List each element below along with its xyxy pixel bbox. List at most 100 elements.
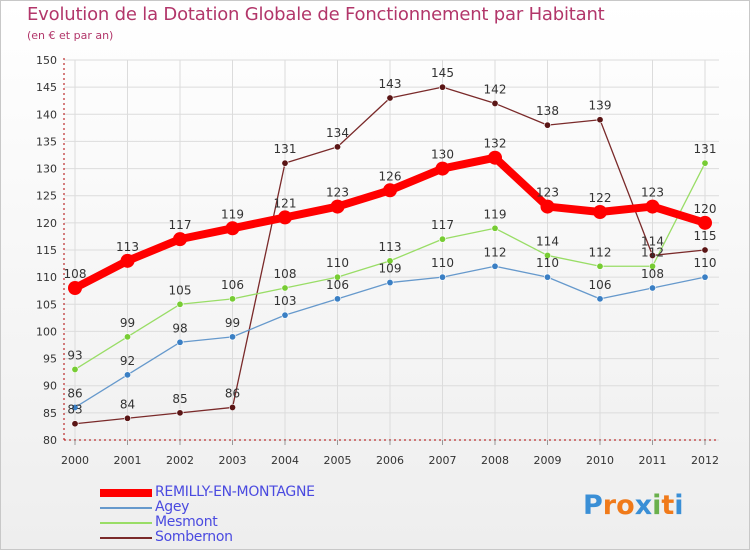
x-tick-label: 2011 — [639, 454, 667, 467]
x-tick-label: 2001 — [114, 454, 142, 467]
series-sombernon-point — [596, 116, 604, 124]
series-remilly-point — [173, 232, 187, 247]
logo-letter: x — [634, 490, 653, 521]
legend-label-sombernon: Sombernon — [155, 529, 233, 545]
x-tick-label: 2000 — [61, 454, 89, 467]
series-mesmont-point — [701, 159, 709, 167]
series-sombernon-data-label: 84 — [120, 397, 135, 411]
series-mesmont-data-label: 117 — [431, 218, 454, 232]
series-mesmont-point — [124, 333, 132, 341]
legend-swatch-mesmont — [100, 522, 152, 524]
legend-swatch-agey — [100, 507, 152, 509]
series-remilly-point — [698, 215, 712, 230]
series-agey-data-label: 109 — [379, 262, 402, 276]
series-remilly-point — [488, 150, 502, 165]
proxiti-logo: Proxiti — [583, 490, 684, 521]
series-sombernon-data-label: 134 — [326, 126, 349, 140]
x-tick-label: 2005 — [324, 454, 352, 467]
series-remilly-data-label: 123 — [326, 186, 349, 200]
series-sombernon-data-label: 131 — [274, 142, 297, 156]
series-agey-point — [438, 273, 446, 281]
series-mesmont-data-label: 119 — [484, 207, 507, 221]
series-remilly-point — [593, 205, 607, 219]
series-sombernon-data-label: 138 — [536, 104, 559, 118]
series-remilly-data-label: 122 — [589, 191, 612, 205]
series-sombernon-point — [176, 409, 184, 417]
series-mesmont-point — [176, 300, 184, 308]
series-agey-data-label: 92 — [120, 354, 135, 368]
series-remilly-data-label: 123 — [536, 186, 559, 200]
y-tick-label: 105 — [36, 298, 57, 311]
series-mesmont-data-label: 112 — [589, 245, 612, 259]
legend-label-mesmont: Mesmont — [155, 514, 218, 530]
series-agey-data-label: 112 — [484, 245, 507, 259]
series-sombernon-point — [386, 94, 394, 102]
series-agey-point — [229, 333, 237, 341]
series-agey-point — [491, 262, 499, 270]
series-remilly-point — [225, 221, 240, 236]
series-agey-point — [386, 279, 394, 287]
x-tick-label: 2009 — [534, 454, 562, 467]
x-tick-label: 2008 — [481, 454, 509, 467]
series-mesmont-data-label: 105 — [169, 283, 192, 297]
series-mesmont-point — [438, 235, 446, 243]
series-remilly-data-label: 119 — [221, 207, 244, 221]
series-remilly-point — [278, 210, 292, 225]
series-agey-data-label: 103 — [274, 294, 297, 308]
series-sombernon-point — [124, 414, 132, 422]
series-mesmont-point — [491, 224, 499, 232]
series-remilly-point — [68, 281, 82, 295]
series-remilly-data-label: 121 — [274, 196, 297, 210]
series-remilly-point — [435, 161, 450, 176]
series-agey-point — [124, 371, 132, 379]
series-sombernon-point — [438, 83, 446, 91]
series-mesmont-data-label: 114 — [536, 234, 559, 248]
series-sombernon-point — [543, 121, 551, 129]
series-remilly-data-label: 117 — [169, 218, 192, 232]
series-mesmont-data-label: 99 — [120, 316, 135, 330]
series-remilly-data-label: 132 — [484, 137, 507, 151]
x-tick-label: 2012 — [691, 454, 719, 467]
y-tick-label: 130 — [36, 163, 57, 176]
series-remilly-data-label: 108 — [64, 267, 87, 281]
legend-label-remilly: REMILLY-EN-MONTAGNE — [155, 484, 315, 500]
series-remilly-point — [540, 199, 555, 214]
series-agey-point — [701, 273, 709, 281]
series-agey-point — [596, 295, 604, 303]
series-agey-point — [648, 284, 656, 292]
series-remilly-data-label: 123 — [641, 186, 664, 200]
series-remilly-data-label: 113 — [116, 240, 139, 254]
logo-letter: r — [602, 490, 617, 521]
series-remilly-point — [645, 199, 660, 214]
chart-title: Evolution de la Dotation Globale de Fonc… — [27, 4, 605, 25]
series-mesmont-point — [543, 251, 551, 259]
series-mesmont-data-label: 110 — [326, 256, 349, 270]
legend-label-agey: Agey — [155, 499, 190, 515]
series-sombernon-point — [648, 251, 656, 259]
series-mesmont-data-label: 106 — [221, 278, 244, 292]
series-agey-point — [281, 311, 289, 319]
y-tick-label: 135 — [36, 135, 57, 148]
y-tick-label: 95 — [43, 353, 57, 366]
series-mesmont-point — [229, 295, 237, 303]
series-remilly-point — [330, 199, 345, 214]
y-tick-label: 150 — [36, 54, 57, 67]
series-sombernon-data-label: 142 — [484, 82, 507, 96]
x-tick-label: 2007 — [429, 454, 457, 467]
chart-subtitle: (en € et par an) — [27, 29, 114, 42]
series-remilly-point — [383, 183, 397, 198]
series-sombernon-data-label: 145 — [431, 66, 454, 80]
series-sombernon-point — [333, 143, 341, 151]
series-sombernon-data-label: 139 — [589, 99, 612, 113]
x-tick-label: 2003 — [219, 454, 247, 467]
series-agey-point — [543, 273, 551, 281]
series-sombernon-data-label: 115 — [694, 229, 717, 243]
legend-swatch-sombernon — [100, 537, 152, 539]
series-sombernon-point — [491, 99, 499, 107]
series-remilly-data-label: 126 — [379, 169, 402, 183]
series-mesmont-point — [386, 257, 394, 265]
y-tick-label: 80 — [43, 434, 57, 447]
series-mesmont-data-label: 113 — [379, 240, 402, 254]
